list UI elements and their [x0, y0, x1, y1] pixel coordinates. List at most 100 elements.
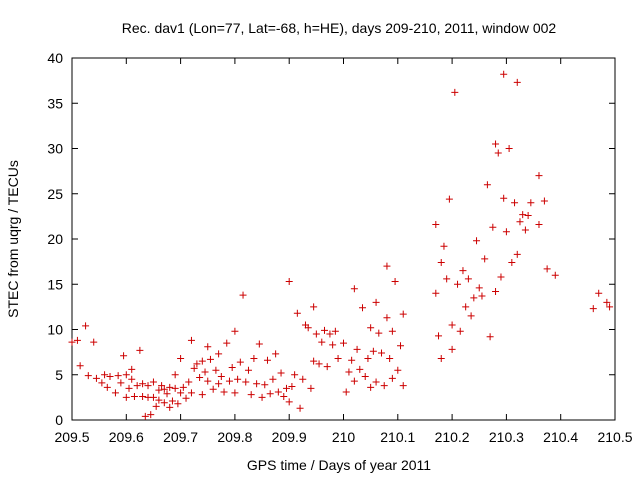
data-point	[340, 339, 347, 347]
x-tick-label: 209.5	[54, 429, 89, 445]
data-point	[462, 303, 470, 311]
data-point	[136, 346, 144, 354]
data-point	[356, 365, 364, 373]
data-point	[589, 305, 597, 313]
data-point	[285, 398, 293, 406]
data-point	[603, 298, 611, 306]
data-point	[103, 383, 111, 391]
data-point	[391, 278, 399, 286]
data-point	[250, 354, 258, 362]
data-point	[348, 356, 356, 364]
data-point	[535, 221, 543, 229]
data-point	[263, 356, 271, 364]
data-point	[296, 404, 304, 412]
data-point	[261, 381, 269, 389]
data-point	[253, 380, 261, 388]
data-point	[483, 181, 491, 189]
data-point	[234, 375, 242, 383]
data-point	[350, 285, 358, 293]
data-point	[505, 145, 513, 152]
data-point	[353, 345, 361, 353]
data-point	[359, 304, 367, 312]
data-point	[185, 378, 193, 386]
data-point	[117, 379, 125, 387]
data-point	[231, 389, 239, 397]
data-point	[467, 312, 475, 320]
data-point	[315, 360, 323, 368]
data-point	[84, 372, 92, 380]
data-point	[158, 382, 166, 390]
data-point	[323, 363, 331, 371]
data-point	[133, 382, 141, 390]
data-point	[122, 393, 130, 401]
data-point	[155, 396, 163, 404]
data-point	[141, 412, 149, 420]
data-point	[274, 388, 282, 396]
data-point	[380, 382, 388, 390]
data-point	[174, 400, 182, 408]
data-point	[342, 388, 350, 396]
data-point	[198, 357, 206, 365]
data-point	[212, 366, 220, 374]
data-point	[196, 373, 204, 381]
data-point	[266, 390, 274, 398]
data-point	[177, 354, 185, 362]
data-point	[443, 275, 451, 283]
data-point	[92, 374, 100, 382]
data-point	[397, 342, 405, 350]
x-tick-label: 210.2	[435, 429, 470, 445]
data-point	[215, 380, 223, 388]
data-point	[160, 385, 168, 393]
plot-frame	[71, 57, 616, 421]
data-point	[204, 343, 212, 351]
data-point	[383, 262, 391, 270]
data-point	[269, 375, 277, 383]
data-point	[228, 364, 236, 372]
data-point	[378, 349, 386, 357]
data-point	[304, 324, 312, 332]
data-point	[502, 228, 510, 236]
data-point	[242, 378, 250, 386]
data-point	[130, 392, 138, 400]
data-point	[448, 321, 456, 329]
data-point	[68, 338, 76, 346]
data-point	[231, 327, 239, 335]
y-tick-label: 15	[47, 276, 63, 292]
data-point	[139, 392, 147, 400]
y-tick-label: 30	[47, 141, 63, 157]
data-point	[160, 399, 168, 407]
x-tick-label: 209.8	[217, 429, 252, 445]
data-point	[511, 199, 519, 207]
data-point	[190, 364, 198, 372]
data-point	[223, 339, 231, 347]
y-tick-label: 10	[47, 322, 63, 338]
data-point	[193, 360, 201, 368]
data-point	[220, 388, 228, 396]
data-point	[288, 383, 296, 391]
x-tick-label: 210.1	[380, 429, 415, 445]
data-point	[329, 341, 337, 349]
data-point	[486, 333, 494, 341]
data-point	[147, 411, 155, 419]
data-point	[383, 314, 391, 322]
data-point	[217, 373, 225, 381]
data-point	[513, 250, 521, 258]
data-point	[459, 267, 467, 275]
data-point	[521, 226, 529, 234]
data-point	[255, 340, 263, 348]
data-point	[478, 292, 486, 300]
data-point	[120, 352, 128, 360]
data-point	[101, 371, 109, 379]
data-point	[473, 237, 481, 245]
data-point	[432, 289, 440, 297]
x-tick-label: 209.6	[109, 429, 144, 445]
data-point	[513, 78, 521, 86]
x-axis-label: GPS time / Days of year 2011	[247, 457, 431, 473]
data-point	[277, 369, 285, 377]
data-point	[155, 386, 163, 394]
data-point	[445, 195, 453, 203]
data-point	[244, 366, 252, 374]
data-point	[114, 372, 122, 380]
y-axis-label: STEC from uqrg / TECUs	[5, 160, 21, 318]
data-point	[388, 327, 396, 335]
